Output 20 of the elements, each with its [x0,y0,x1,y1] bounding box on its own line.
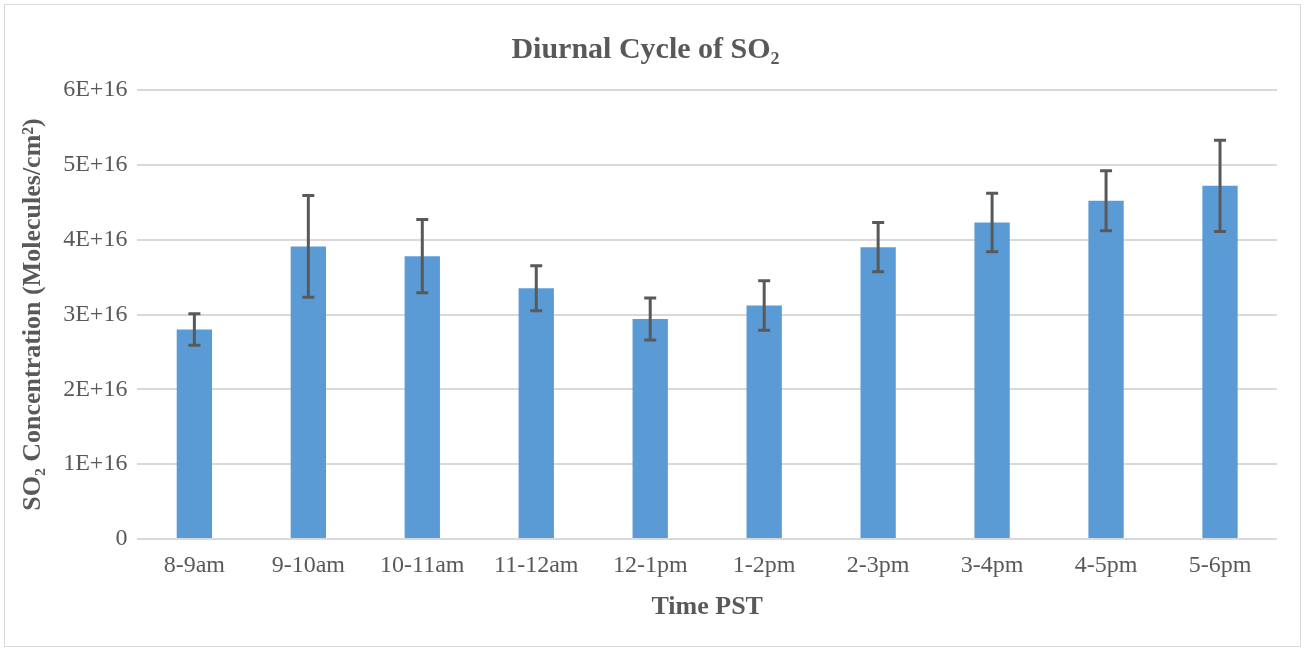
chart-title: Diurnal Cycle of SO₂ [511,30,780,64]
x-tick-label: 11-12am [494,550,579,577]
y-tick-label: 0 [115,524,128,551]
y-tick-label: 3E+16 [63,299,128,326]
x-tick-label: 3-4pm [960,550,1024,577]
y-tick-label: 2E+16 [63,374,128,401]
y-axis-title: SO₂ Concentration (Molecules/cm²) [17,118,47,511]
x-tick-label: 5-6pm [1188,550,1252,577]
y-tick-label: 1E+16 [63,449,128,476]
y-tick-label: 6E+16 [63,75,128,102]
x-tick-label: 1-2pm [732,550,796,577]
y-tick-label: 5E+16 [63,150,128,177]
x-tick-label: 10-11am [380,550,465,577]
x-tick-label: 8-9am [163,550,226,577]
x-tick-label: 2-3pm [846,550,910,577]
x-tick-label: 9-10am [271,550,346,577]
y-tick-label: 4E+16 [63,224,128,251]
x-tick-label: 4-5pm [1074,550,1138,577]
x-tick-label: 12-1pm [612,550,688,577]
x-axis-title: Time PST [651,591,763,621]
